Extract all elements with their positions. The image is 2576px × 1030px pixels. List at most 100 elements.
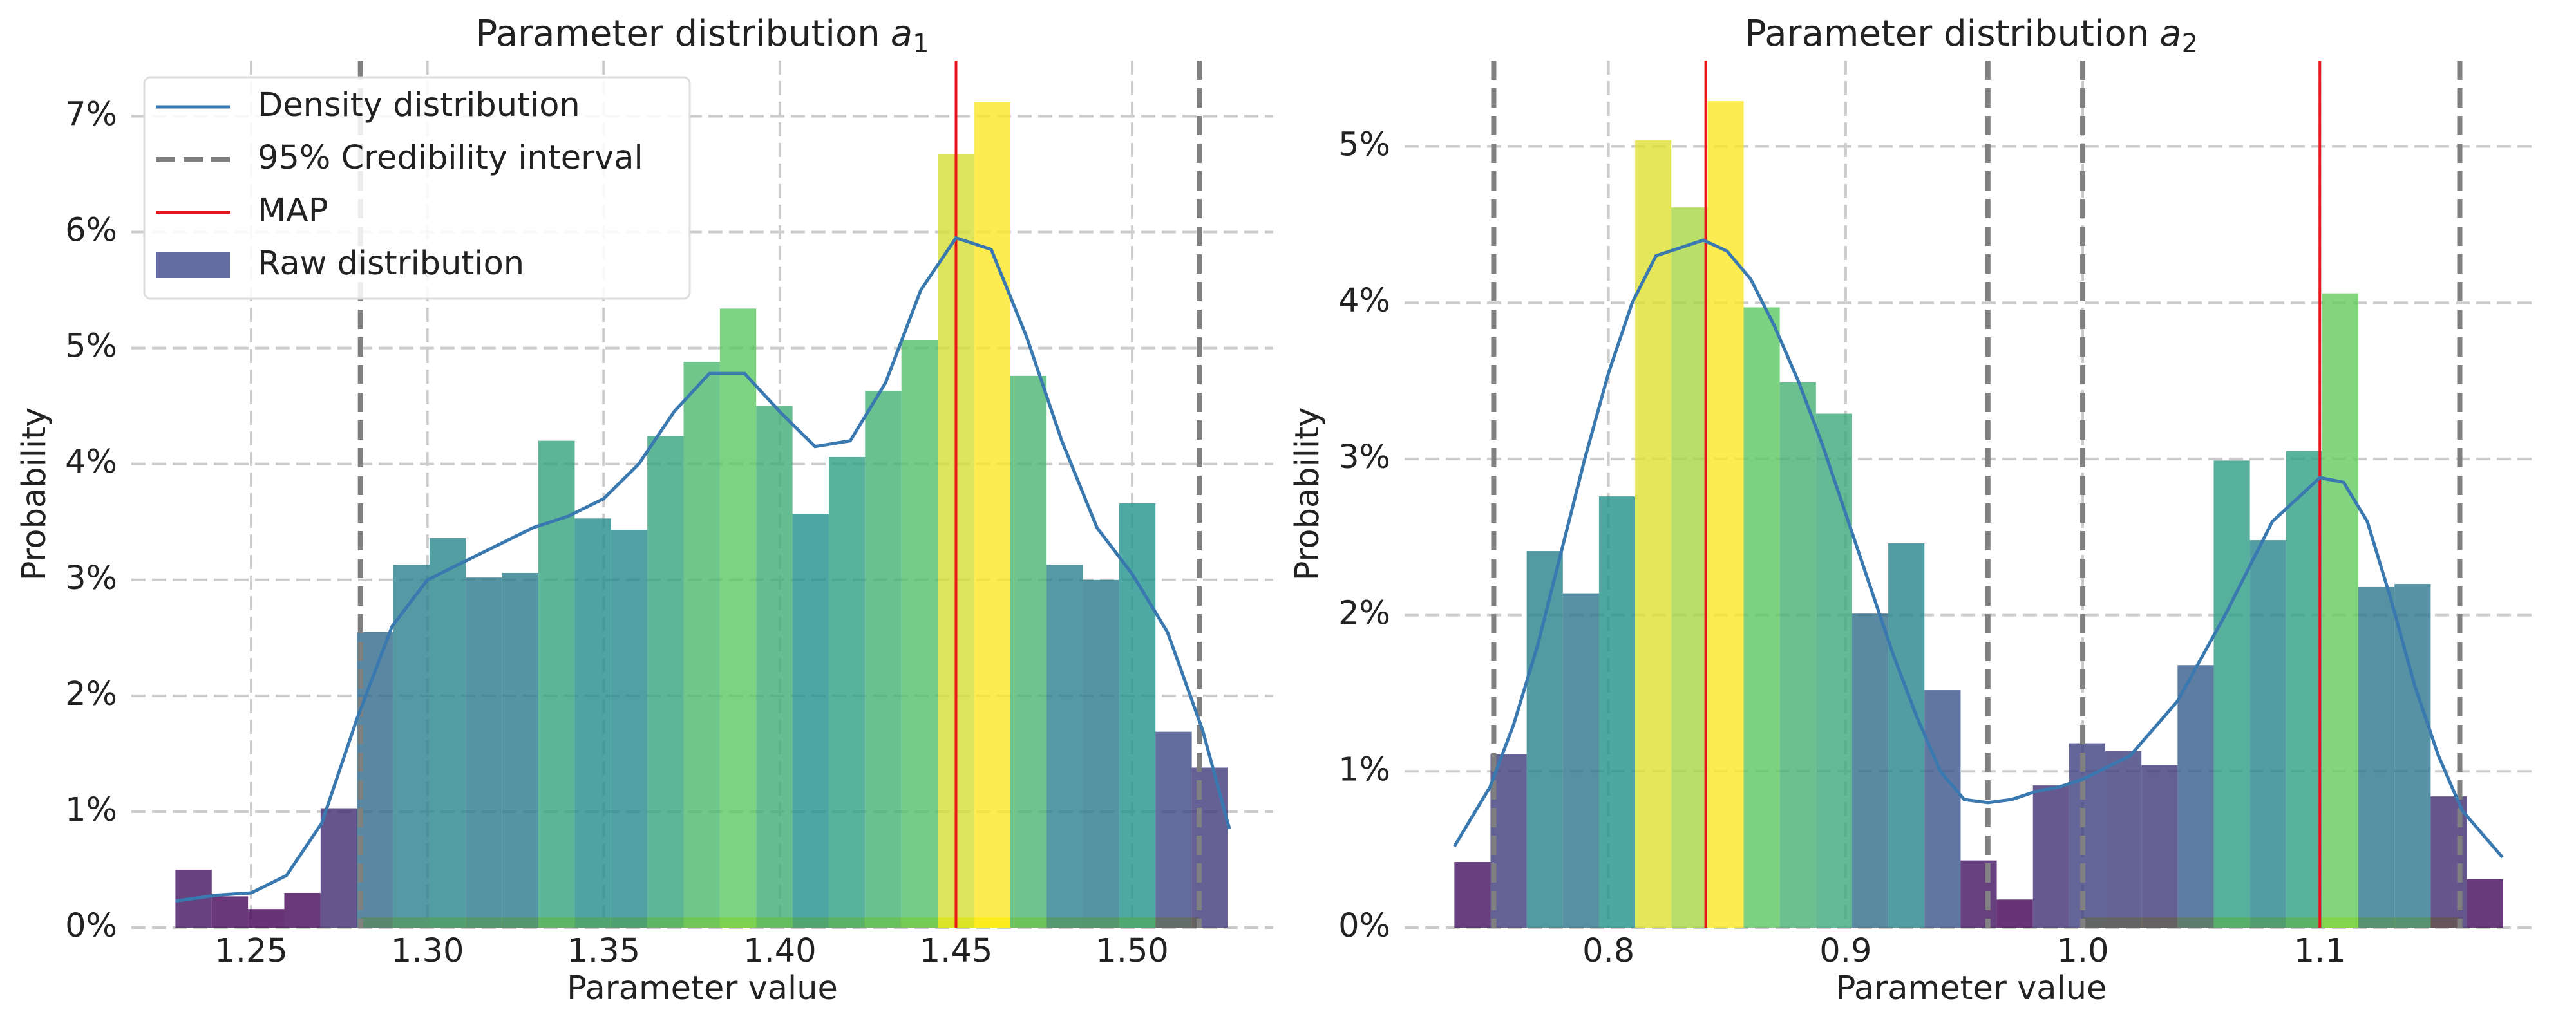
x-tick-label: 1.45 xyxy=(920,932,993,970)
histogram-bar xyxy=(1888,543,1925,928)
histogram-bar xyxy=(502,572,539,928)
legend-label: 95% Credibility interval xyxy=(258,139,643,177)
histogram-bar xyxy=(2177,665,2214,928)
histogram-bar xyxy=(828,456,866,928)
y-tick-label: 5% xyxy=(1338,126,1390,164)
legend-box xyxy=(143,76,691,300)
histogram-bar xyxy=(756,406,793,928)
histogram-bar xyxy=(2394,584,2431,928)
histogram-bar xyxy=(683,362,720,928)
y-tick-label: 5% xyxy=(65,328,117,366)
histogram-bar xyxy=(2069,743,2106,928)
title-subscript: 2 xyxy=(2182,29,2198,59)
histogram-bar xyxy=(393,565,430,928)
x-tick-label: 1.30 xyxy=(391,932,464,970)
histogram-bar xyxy=(1083,579,1119,928)
histogram-bar xyxy=(611,530,648,928)
density-line xyxy=(175,236,1231,903)
histogram-bar xyxy=(1996,899,2033,928)
histogram-bar xyxy=(1635,140,1672,928)
x-tick-label: 1.50 xyxy=(1095,932,1169,970)
histogram-bar xyxy=(284,892,321,928)
x-tick-label: 0.8 xyxy=(1582,932,1634,970)
x-tick-label: 1.40 xyxy=(743,932,817,970)
histogram-bar xyxy=(574,518,611,928)
title-text: Parameter distribution xyxy=(1745,13,2149,55)
x-axis-label: Parameter value xyxy=(1836,969,2107,1007)
histogram-bar xyxy=(974,102,1010,928)
histogram-bar xyxy=(1119,503,1156,928)
histogram-bar xyxy=(2141,765,2178,928)
histogram-bar xyxy=(1960,860,1997,928)
histogram-bar xyxy=(647,436,684,928)
title-subscript: 1 xyxy=(913,29,929,59)
histogram-bar xyxy=(2358,586,2395,928)
y-axis-label: Probability xyxy=(1289,407,1327,581)
histogram-bar xyxy=(1562,593,1599,928)
y-tick-label: 3% xyxy=(65,559,117,597)
histogram-bar xyxy=(1046,565,1083,928)
panel-title: Parameter distribution a1 xyxy=(475,13,929,59)
y-tick-label: 4% xyxy=(1338,282,1390,320)
title-symbol: a xyxy=(2159,13,2181,55)
histogram-bar xyxy=(2467,879,2503,928)
histogram-bar xyxy=(466,577,502,928)
histogram-bar xyxy=(792,514,829,928)
panel: Parameter distribution a2 Parameter value P… xyxy=(1289,13,2538,1007)
histogram-bar xyxy=(211,896,249,928)
histogram-bar xyxy=(1852,613,1889,928)
histogram-bar xyxy=(1454,862,1491,928)
histogram-bar xyxy=(1155,731,1192,928)
histogram-bar xyxy=(719,308,757,928)
histogram-bar xyxy=(248,909,285,928)
y-tick-label: 6% xyxy=(65,212,117,250)
histogram-bar xyxy=(2032,785,2069,928)
y-tick-label: 0% xyxy=(1338,907,1390,945)
legend: Density distribution 95% Credibility inte… xyxy=(143,76,691,300)
histogram-bar xyxy=(1924,690,1961,928)
y-tick-label: 1% xyxy=(65,791,117,829)
histogram-bar xyxy=(865,391,902,928)
y-tick-label: 3% xyxy=(1338,438,1390,476)
y-tick-label: 0% xyxy=(65,907,117,945)
legend-label: Density distribution xyxy=(258,86,580,124)
histogram-bar xyxy=(1815,413,1852,928)
histogram-bar xyxy=(1010,375,1047,928)
histogram-bar xyxy=(901,339,938,928)
x-tick-label: 1.0 xyxy=(2056,932,2108,970)
histogram-bar xyxy=(320,808,357,928)
histogram-bar xyxy=(429,538,466,928)
y-tick-label: 2% xyxy=(65,675,117,713)
y-axis-label: Probability xyxy=(15,407,53,581)
density-line xyxy=(1453,238,2504,859)
y-tick-label: 4% xyxy=(65,444,117,482)
y-tick-label: 7% xyxy=(65,95,117,133)
histogram-bar xyxy=(1671,207,1708,928)
histogram-bar xyxy=(1526,551,1563,928)
histogram-bar xyxy=(2213,460,2250,928)
histogram-bar xyxy=(2286,451,2322,928)
histogram-bar xyxy=(1707,101,1744,928)
y-tick-label: 1% xyxy=(1338,751,1390,789)
title-symbol: a xyxy=(891,13,913,55)
y-tick-label: 2% xyxy=(1338,595,1390,633)
legend-swatch xyxy=(156,252,230,278)
legend-label: MAP xyxy=(258,192,328,230)
x-tick-label: 1.25 xyxy=(214,932,288,970)
histogram-bar xyxy=(1490,754,1527,928)
x-axis-label: Parameter value xyxy=(567,969,838,1007)
panel-title: Parameter distribution a2 xyxy=(1745,13,2198,59)
legend-label: Raw distribution xyxy=(258,245,524,283)
x-tick-label: 0.9 xyxy=(1819,932,1871,970)
histogram-bar xyxy=(538,440,575,928)
histogram-bar xyxy=(2105,751,2142,928)
histogram-bar xyxy=(1779,382,1816,928)
histogram-bar xyxy=(2322,293,2359,928)
x-tick-label: 1.1 xyxy=(2294,932,2346,970)
histogram-bar xyxy=(1743,307,1780,928)
panel: Parameter distribution a1 Parameter value P… xyxy=(15,13,1273,1007)
histogram-bar xyxy=(1598,496,1636,928)
x-tick-label: 1.35 xyxy=(567,932,640,970)
title-text: Parameter distribution xyxy=(475,13,880,55)
